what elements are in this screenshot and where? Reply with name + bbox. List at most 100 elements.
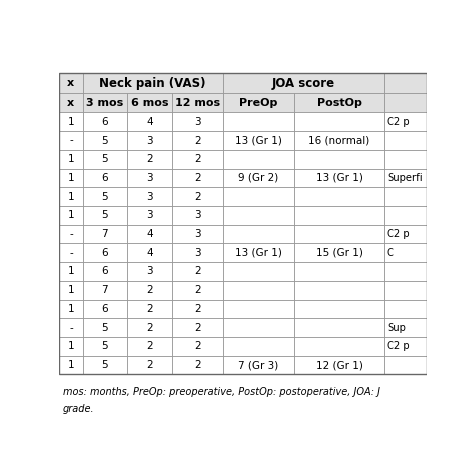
Bar [82, 150, 127, 169]
Text: Superfi: Superfi [387, 173, 422, 183]
Bar [294, 356, 384, 374]
Text: 1: 1 [68, 266, 74, 276]
Bar [384, 356, 427, 374]
Text: 4: 4 [146, 117, 153, 127]
Text: 1: 1 [68, 360, 74, 370]
Bar [172, 356, 223, 374]
Bar [294, 281, 384, 300]
Text: 1: 1 [68, 341, 74, 351]
Bar [82, 300, 127, 318]
Text: 3: 3 [194, 248, 201, 258]
Text: C: C [387, 248, 394, 258]
Bar [59, 93, 82, 112]
Bar [384, 300, 427, 318]
Text: 3: 3 [146, 210, 153, 220]
Bar [294, 169, 384, 187]
Text: PostOp: PostOp [317, 98, 362, 108]
Text: 13 (Gr 1): 13 (Gr 1) [235, 136, 282, 146]
Bar [384, 169, 427, 187]
Text: 2: 2 [194, 360, 201, 370]
Text: 15 (Gr 1): 15 (Gr 1) [316, 248, 363, 258]
Text: 4: 4 [146, 248, 153, 258]
Text: 2: 2 [194, 154, 201, 164]
Bar [294, 337, 384, 356]
Bar [223, 318, 294, 337]
Text: 1: 1 [68, 191, 74, 201]
Bar [127, 225, 172, 244]
Bar [384, 131, 427, 150]
Bar [82, 93, 127, 112]
Bar [59, 225, 427, 244]
Text: mos: months, PreOp: preoperative, PostOp: postoperative, JOA: J: mos: months, PreOp: preoperative, PostOp… [63, 387, 380, 397]
Bar [82, 225, 127, 244]
Text: 5: 5 [101, 210, 108, 220]
Text: 3: 3 [146, 173, 153, 183]
Bar [127, 244, 172, 262]
Text: x: x [67, 98, 74, 108]
Bar [82, 112, 127, 131]
Text: 2: 2 [146, 154, 153, 164]
Bar [59, 262, 427, 281]
Bar [82, 73, 223, 93]
Bar [59, 169, 82, 187]
Bar [172, 337, 223, 356]
Bar [127, 150, 172, 169]
Text: 3: 3 [146, 191, 153, 201]
Bar [82, 187, 127, 206]
Text: 1: 1 [68, 285, 74, 295]
Bar [172, 150, 223, 169]
Text: 5: 5 [101, 136, 108, 146]
Bar [59, 225, 82, 244]
Bar [82, 356, 127, 374]
Bar [223, 337, 294, 356]
Text: -: - [69, 229, 73, 239]
Bar [223, 225, 294, 244]
Bar [223, 169, 294, 187]
Bar [384, 318, 427, 337]
Bar [59, 356, 427, 374]
Text: 2: 2 [194, 136, 201, 146]
Bar [82, 262, 127, 281]
Bar [59, 318, 82, 337]
Bar [294, 262, 384, 281]
Text: 4: 4 [146, 229, 153, 239]
Text: x: x [67, 78, 74, 88]
Bar [223, 244, 294, 262]
Bar [294, 300, 384, 318]
Bar [127, 281, 172, 300]
Bar [127, 93, 172, 112]
Bar [172, 262, 223, 281]
Text: 2: 2 [194, 173, 201, 183]
Bar [172, 93, 223, 112]
Bar [59, 131, 427, 150]
Bar [223, 262, 294, 281]
Bar [82, 281, 127, 300]
Bar [59, 300, 82, 318]
Bar [59, 244, 82, 262]
Text: C2 p: C2 p [387, 229, 410, 239]
Bar [127, 112, 172, 131]
Bar [82, 131, 127, 150]
Bar [127, 206, 172, 225]
Text: 3: 3 [146, 136, 153, 146]
Text: PreOp: PreOp [239, 98, 278, 108]
Bar [59, 244, 427, 262]
Text: 7: 7 [101, 285, 108, 295]
Text: 2: 2 [194, 285, 201, 295]
Text: 2: 2 [194, 323, 201, 333]
Bar [384, 150, 427, 169]
Bar [384, 206, 427, 225]
Bar [294, 112, 384, 131]
Text: 2: 2 [194, 304, 201, 314]
Bar [172, 206, 223, 225]
Text: 2: 2 [146, 285, 153, 295]
Text: 3: 3 [194, 229, 201, 239]
Bar [59, 169, 427, 187]
Bar [59, 337, 427, 356]
Bar [384, 225, 427, 244]
Text: 6: 6 [101, 117, 108, 127]
Text: 16 (normal): 16 (normal) [309, 136, 370, 146]
Bar [294, 187, 384, 206]
Bar [294, 206, 384, 225]
Bar [127, 337, 172, 356]
